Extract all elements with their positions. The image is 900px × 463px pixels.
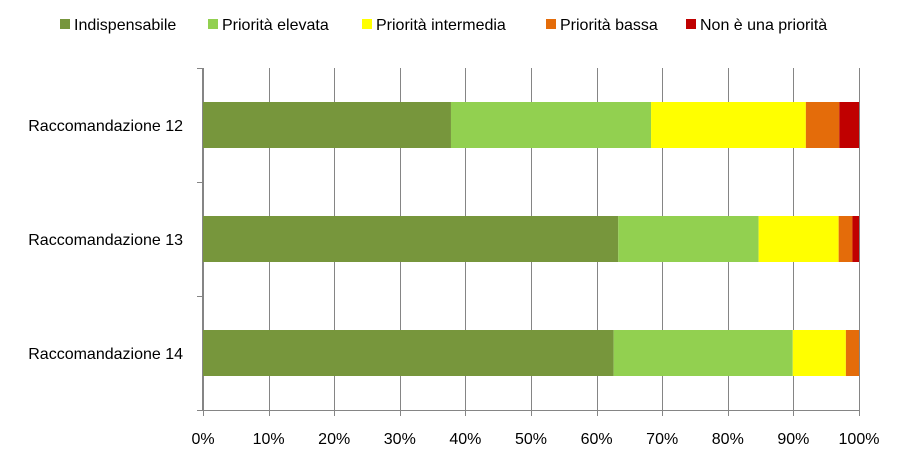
legend-swatch-1: [60, 19, 70, 29]
legend-label-1: Indispensabile: [74, 17, 176, 34]
legend-label-2: Priorità elevata: [222, 17, 329, 34]
bar-segment-1-cat-2: [203, 216, 619, 262]
x-tick-label: 20%: [318, 431, 350, 448]
legend-swatch-5: [686, 19, 696, 29]
x-tick-label: 10%: [253, 431, 285, 448]
bar-segment-3-cat-2: [758, 216, 839, 262]
legend-swatch-3: [362, 19, 372, 29]
bar-segment-4-cat-3: [845, 330, 859, 376]
x-tick-label: 100%: [839, 431, 880, 448]
x-tick-label: 40%: [449, 431, 481, 448]
x-tick-label: 30%: [384, 431, 416, 448]
bar-segment-2-cat-3: [613, 330, 793, 376]
x-tick-label: 60%: [581, 431, 613, 448]
legend-label-4: Priorità bassa: [560, 17, 658, 34]
bar-segment-2-cat-2: [618, 216, 759, 262]
bar-segment-2-cat-1: [450, 102, 652, 148]
bar-segment-5-cat-2: [852, 216, 859, 262]
x-tick-label: 80%: [712, 431, 744, 448]
category-label: Raccomandazione 14: [28, 346, 183, 363]
bar-segment-1-cat-1: [203, 102, 451, 148]
x-tick-label: 0%: [191, 431, 214, 448]
x-tick-label: 90%: [777, 431, 809, 448]
bar-segment-4-cat-2: [838, 216, 853, 262]
legend-label-5: Non è una priorità: [700, 17, 827, 34]
bar-segment-3-cat-3: [792, 330, 846, 376]
x-tick-label: 50%: [515, 431, 547, 448]
legend-swatch-2: [208, 19, 218, 29]
category-label: Raccomandazione 12: [28, 118, 183, 135]
bar-segment-5-cat-1: [839, 102, 859, 148]
x-tick-label: 70%: [646, 431, 678, 448]
category-label: Raccomandazione 13: [28, 232, 183, 249]
legend-label-3: Priorità intermedia: [376, 17, 506, 34]
bar-segment-4-cat-1: [805, 102, 840, 148]
legend-swatch-4: [546, 19, 556, 29]
bar-segment-1-cat-3: [203, 330, 614, 376]
bar-segment-3-cat-1: [651, 102, 806, 148]
